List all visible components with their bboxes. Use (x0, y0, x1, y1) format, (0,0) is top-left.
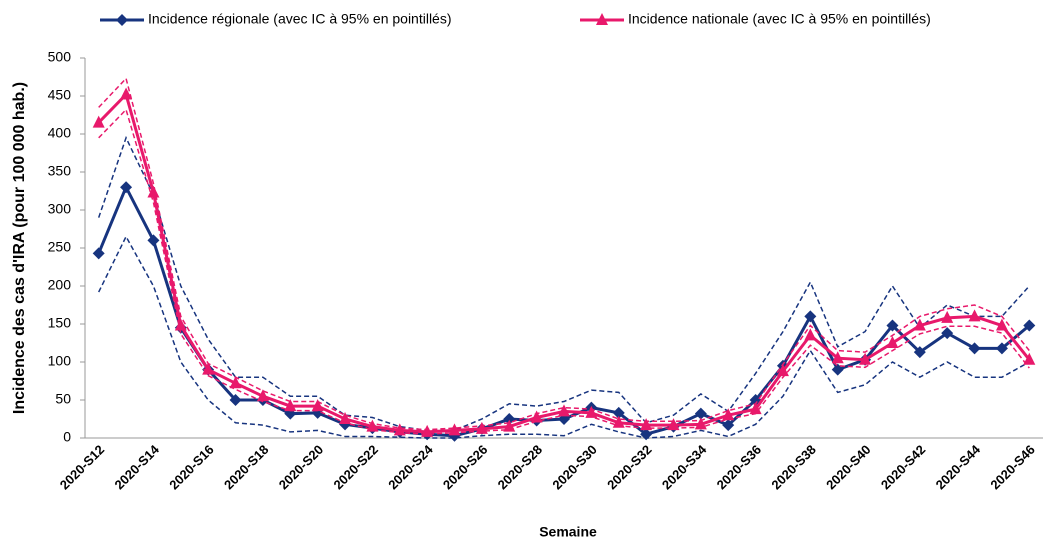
legend-label: Incidence nationale (avec IC à 95% en po… (628, 11, 931, 27)
point (640, 428, 653, 441)
point (558, 404, 570, 417)
point (804, 310, 817, 323)
y-tick-label: 150 (48, 315, 72, 331)
point (612, 415, 625, 428)
point (229, 394, 242, 406)
point (92, 115, 105, 128)
x-tick-label: 2020-S34 (659, 441, 710, 492)
x-tick-label: 2020-S22 (330, 442, 380, 492)
legend-label: Incidence régionale (avec IC à 95% en po… (148, 11, 452, 27)
x-tick-label: 2020-S32 (604, 442, 654, 492)
point (776, 364, 789, 377)
point (913, 346, 926, 359)
x-tick-label: 2020-S46 (987, 442, 1037, 492)
x-axis-title: Semaine (539, 524, 597, 540)
x-tick-label: 2020-S40 (823, 442, 873, 492)
point (913, 318, 926, 331)
series-line (97, 91, 1031, 434)
x-tick-label: 2020-S16 (166, 442, 216, 492)
point (968, 309, 981, 322)
y-tick-label: 300 (48, 201, 72, 217)
y-tick-label: 100 (48, 353, 72, 369)
point (804, 328, 817, 341)
point (116, 14, 128, 26)
x-tick-label: 2020-S24 (385, 441, 436, 492)
point (941, 327, 954, 340)
point (995, 342, 1008, 355)
point (147, 185, 160, 198)
point (596, 13, 608, 25)
point (202, 362, 215, 375)
point (284, 399, 297, 412)
x-tick-label: 2020-S26 (440, 442, 490, 492)
point (585, 405, 598, 418)
point (311, 399, 324, 412)
x-tick-label: 2020-S44 (933, 441, 984, 492)
point (694, 407, 707, 420)
point (749, 402, 762, 415)
point (859, 352, 872, 365)
point (120, 181, 133, 194)
point (147, 234, 160, 247)
point (1023, 352, 1036, 365)
point (995, 318, 1008, 331)
y-tick-label: 250 (48, 239, 72, 255)
point (229, 376, 242, 389)
point (694, 417, 707, 430)
point (421, 424, 434, 437)
x-tick-label: 2020-S36 (714, 442, 764, 492)
point (831, 351, 844, 364)
point (393, 423, 406, 436)
point (475, 421, 488, 434)
x-tick-label: 2020-S30 (549, 442, 599, 492)
ci-line (97, 135, 1030, 432)
y-tick-label: 50 (55, 391, 71, 407)
point (941, 310, 954, 323)
point (722, 419, 735, 432)
point (886, 319, 899, 332)
point (92, 247, 105, 260)
point (968, 342, 981, 355)
point (339, 412, 352, 424)
point (120, 87, 133, 100)
point (640, 418, 653, 431)
y-tick-label: 200 (48, 277, 72, 293)
y-tick-label: 450 (48, 87, 72, 103)
y-tick-label: 500 (48, 49, 72, 65)
y-tick-label: 0 (63, 429, 71, 445)
point (886, 336, 899, 348)
ci-line (98, 234, 1030, 439)
y-tick-label: 350 (48, 163, 72, 179)
x-tick-label: 2020-S18 (221, 442, 271, 492)
x-tick-label: 2020-S38 (768, 442, 818, 492)
y-axis-title: Incidence des cas d'IRA (pour 100 000 ha… (11, 82, 28, 414)
point (256, 389, 269, 402)
x-tick-label: 2020-S20 (276, 442, 326, 492)
point (530, 410, 543, 423)
x-tick-label: 2020-S28 (495, 442, 545, 492)
point (503, 419, 516, 432)
point (722, 408, 735, 421)
point (1023, 319, 1036, 332)
x-tick-label: 2020-S42 (878, 442, 928, 492)
point (366, 419, 379, 432)
x-tick-label: 2020-S12 (57, 442, 107, 492)
point (612, 406, 625, 419)
point (174, 318, 187, 331)
ci-line (98, 77, 1030, 431)
point (667, 418, 680, 431)
point (448, 423, 461, 436)
x-tick-label: 2020-S14 (111, 441, 162, 492)
y-tick-label: 400 (48, 125, 72, 141)
